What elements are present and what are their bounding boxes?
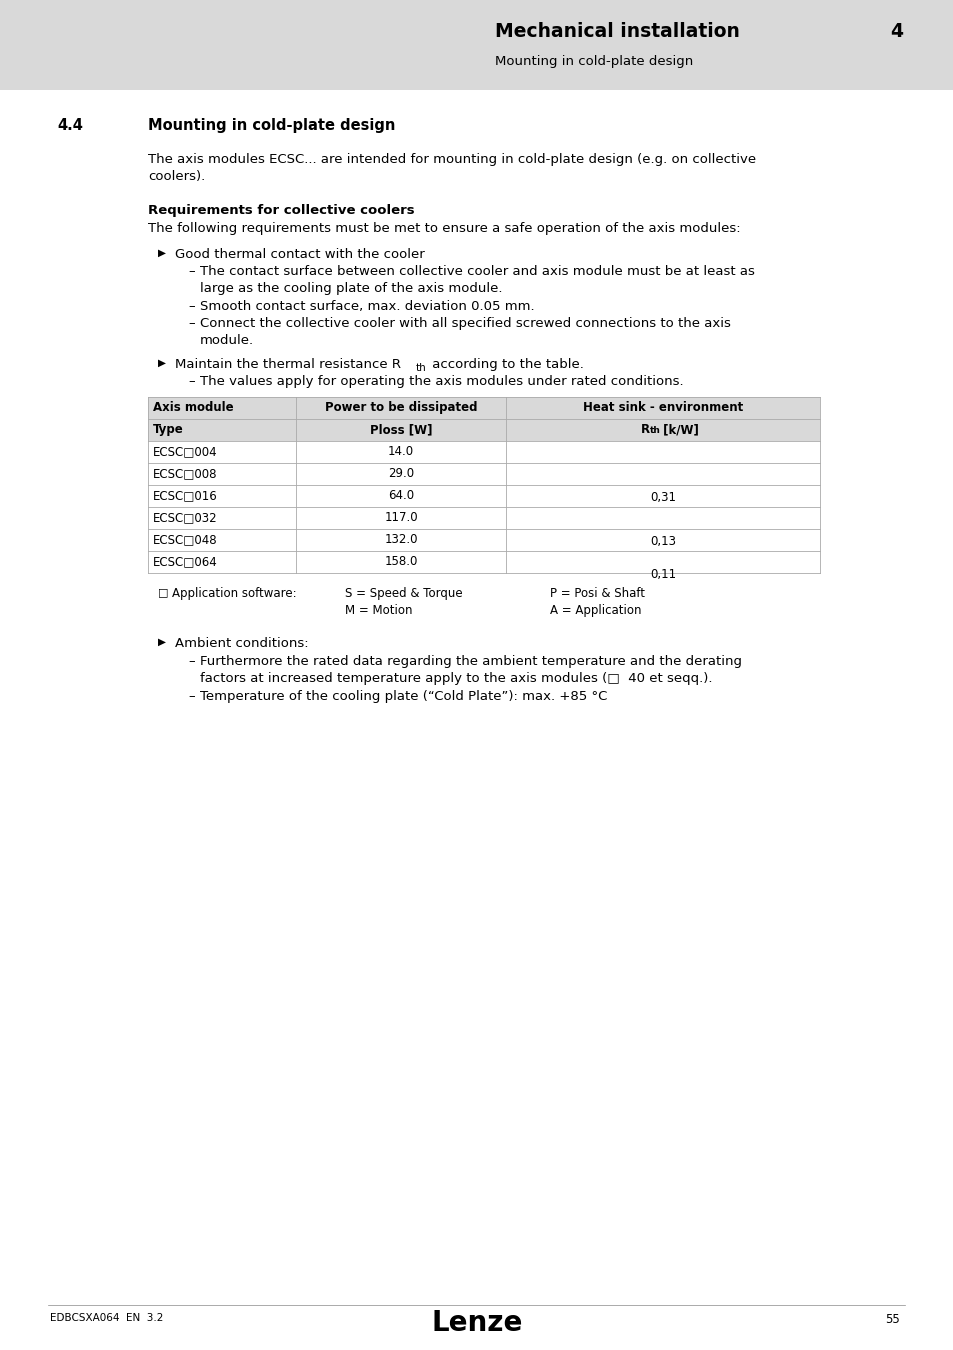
Text: ECSC□048: ECSC□048 <box>152 533 217 545</box>
Text: ECSC□016: ECSC□016 <box>152 489 217 502</box>
Text: Temperature of the cooling plate (“Cold Plate”): max. +85 °C: Temperature of the cooling plate (“Cold … <box>200 690 607 703</box>
Text: Furthermore the rated data regarding the ambient temperature and the derating: Furthermore the rated data regarding the… <box>200 655 741 668</box>
Text: –: – <box>188 690 194 703</box>
Bar <box>148 485 820 508</box>
Bar <box>148 463 820 485</box>
Bar <box>0 0 953 90</box>
Text: The following requirements must be met to ensure a safe operation of the axis mo: The following requirements must be met t… <box>148 221 740 235</box>
Text: 132.0: 132.0 <box>384 533 417 545</box>
Bar <box>148 551 820 572</box>
Bar <box>148 418 820 441</box>
Text: –: – <box>188 375 194 387</box>
Text: 55: 55 <box>884 1314 899 1326</box>
Text: ECSC□004: ECSC□004 <box>152 446 217 458</box>
Text: Maintain the thermal resistance R: Maintain the thermal resistance R <box>174 358 400 371</box>
Bar <box>148 508 820 529</box>
Text: Axis module: Axis module <box>152 401 233 414</box>
Bar <box>148 397 820 418</box>
Text: large as the cooling plate of the axis module.: large as the cooling plate of the axis m… <box>200 282 502 296</box>
Text: Ambient conditions:: Ambient conditions: <box>174 637 309 649</box>
Text: Requirements for collective coolers: Requirements for collective coolers <box>148 204 415 217</box>
Text: Power to be dissipated: Power to be dissipated <box>324 401 476 414</box>
Text: ECSC□008: ECSC□008 <box>152 467 217 481</box>
Text: The axis modules ECSC... are intended for mounting in cold-plate design (e.g. on: The axis modules ECSC... are intended fo… <box>148 153 756 166</box>
Text: –: – <box>188 265 194 278</box>
Text: A = Application: A = Application <box>550 603 640 617</box>
Text: 64.0: 64.0 <box>388 489 414 502</box>
Text: [k/W]: [k/W] <box>659 423 699 436</box>
Text: –: – <box>188 655 194 668</box>
Text: 29.0: 29.0 <box>388 467 414 481</box>
Text: 158.0: 158.0 <box>384 555 417 568</box>
Text: 0,11: 0,11 <box>649 568 676 580</box>
Text: □: □ <box>158 587 169 597</box>
Text: 117.0: 117.0 <box>384 512 417 524</box>
Text: 0,31: 0,31 <box>649 491 676 504</box>
Bar <box>148 441 820 463</box>
Text: EDBCSXA064  EN  3.2: EDBCSXA064 EN 3.2 <box>50 1314 163 1323</box>
Text: –: – <box>188 300 194 313</box>
Text: The values apply for operating the axis modules under rated conditions.: The values apply for operating the axis … <box>200 375 683 387</box>
Text: according to the table.: according to the table. <box>428 358 583 371</box>
Text: ECSC□064: ECSC□064 <box>152 555 217 568</box>
Text: 0,13: 0,13 <box>649 535 676 548</box>
Text: Mounting in cold-plate design: Mounting in cold-plate design <box>148 117 395 134</box>
Text: Lenze: Lenze <box>431 1310 522 1336</box>
Text: 4.4: 4.4 <box>57 117 83 134</box>
Text: ▶: ▶ <box>158 248 166 258</box>
Text: th: th <box>649 427 660 435</box>
Text: Connect the collective cooler with all specified screwed connections to the axis: Connect the collective cooler with all s… <box>200 317 730 329</box>
Text: R: R <box>640 423 649 436</box>
Text: The contact surface between collective cooler and axis module must be at least a: The contact surface between collective c… <box>200 265 754 278</box>
Text: 14.0: 14.0 <box>388 446 414 458</box>
Text: coolers).: coolers). <box>148 170 205 184</box>
Text: th: th <box>416 363 426 373</box>
Text: Ploss [W]: Ploss [W] <box>370 423 432 436</box>
Text: M = Motion: M = Motion <box>345 603 412 617</box>
Bar <box>148 529 820 551</box>
Text: ▶: ▶ <box>158 637 166 647</box>
Text: 4: 4 <box>889 22 902 40</box>
Text: Mechanical installation: Mechanical installation <box>495 22 740 40</box>
Text: Good thermal contact with the cooler: Good thermal contact with the cooler <box>174 248 424 261</box>
Text: Mounting in cold-plate design: Mounting in cold-plate design <box>495 55 693 68</box>
Text: Type: Type <box>152 423 184 436</box>
Text: –: – <box>188 317 194 329</box>
Text: factors at increased temperature apply to the axis modules (□  40 et seqq.).: factors at increased temperature apply t… <box>200 672 712 684</box>
Text: Heat sink - environment: Heat sink - environment <box>582 401 742 414</box>
Text: P = Posi & Shaft: P = Posi & Shaft <box>550 587 644 599</box>
Text: Application software:: Application software: <box>172 587 296 599</box>
Text: module.: module. <box>200 333 253 347</box>
Text: ECSC□032: ECSC□032 <box>152 512 217 524</box>
Text: Smooth contact surface, max. deviation 0.05 mm.: Smooth contact surface, max. deviation 0… <box>200 300 534 313</box>
Text: S = Speed & Torque: S = Speed & Torque <box>345 587 462 599</box>
Text: ▶: ▶ <box>158 358 166 369</box>
